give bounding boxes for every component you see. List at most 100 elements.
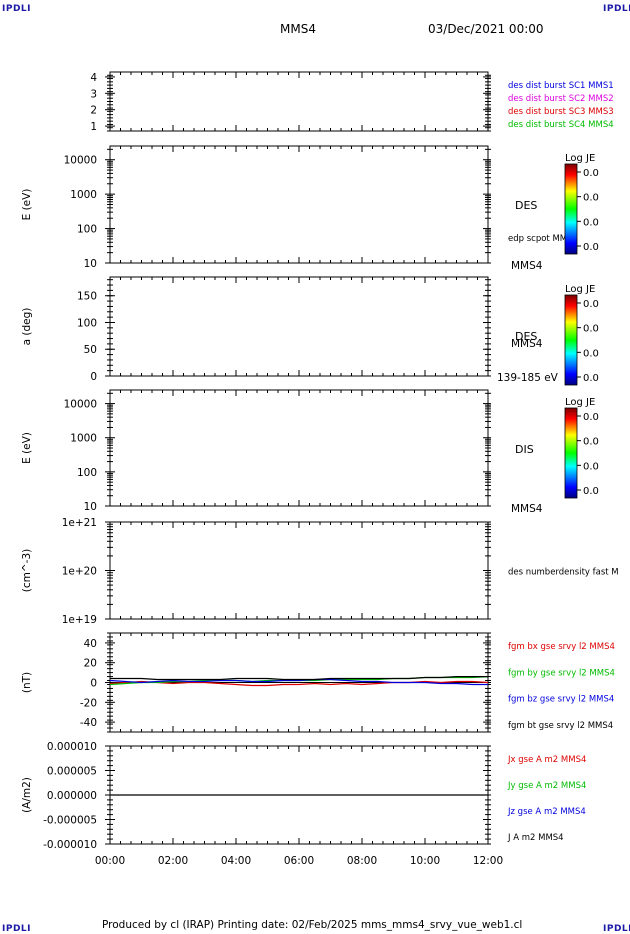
y-tick-label: 0	[90, 678, 97, 690]
colorbar-tick-label: 0.0	[583, 168, 599, 179]
legend-entry: des dist burst SC3 MMS3	[508, 107, 614, 117]
y-tick-label: 20	[84, 658, 97, 670]
legend-entry: fgm bx gse srvy l2 MMS4	[508, 642, 615, 652]
y-tick-label: 1e+21	[62, 517, 97, 529]
y-tick-label: 100	[77, 224, 97, 236]
range-label: 139-185 eV	[497, 372, 559, 384]
panel-sub-annotation: MMS4	[511, 503, 543, 515]
y-tick-label: 40	[84, 638, 97, 650]
corner-label-tr: IPDLI	[603, 4, 630, 14]
legend-entry: Jy gse A m2 MMS4	[507, 781, 586, 791]
panel-current: -0.000010 -0.000005 0.000000 0.000005 0.0000…	[21, 741, 586, 867]
colorbar-tick-label: 0.0	[583, 348, 599, 359]
y-tick-label: 100	[77, 317, 97, 329]
y-axis-label: (nT)	[21, 672, 33, 693]
corner-label-bl: IPDLI	[2, 924, 31, 934]
legend-entry: Jx gse A m2 MMS4	[507, 755, 586, 765]
panel-frame	[109, 276, 489, 377]
y-tick-label: 10	[84, 501, 97, 513]
y-tick-label: 50	[84, 344, 97, 356]
colorbar-tick-label: 0.0	[583, 412, 599, 423]
panel-frame	[109, 145, 489, 264]
time-tick-label: 00:00	[95, 855, 125, 867]
y-axis-label: (A/m2)	[21, 777, 33, 813]
y-tick-label: 150	[77, 291, 97, 303]
y-tick-label: 0.000005	[47, 766, 97, 778]
overlay-label: edp scpot MMS4	[508, 234, 578, 244]
y-tick-label: 10000	[64, 399, 97, 411]
time-tick-label: 02:00	[158, 855, 188, 867]
series-line	[110, 675, 488, 681]
y-tick-label: -40	[80, 717, 97, 729]
colorbar-tick-label: 0.0	[583, 217, 599, 228]
y-tick-label: 10	[84, 258, 97, 270]
colorbar-tick-label: 0.0	[583, 486, 599, 497]
colorbar-tick-label: 0.0	[583, 193, 599, 204]
colorbar-tick-label: 0.0	[583, 461, 599, 472]
legend-entry: fgm by gse srvy l2 MMS4	[508, 668, 615, 678]
panel-frame	[109, 521, 489, 620]
y-tick-label: 1000	[70, 433, 97, 445]
y-axis-label: (cm^-3)	[21, 549, 33, 592]
colorbar	[564, 294, 578, 386]
panel-availability: 1 2 3 4 des dist burst SC1 MMS1 des dist burs…	[90, 71, 614, 133]
panel-annotation: DIS	[515, 443, 534, 456]
y-tick-label: 1e+19	[62, 614, 97, 626]
y-tick-label: 4	[90, 72, 97, 84]
legend-entry: des numberdensity fast M	[508, 568, 619, 578]
colorbar	[564, 407, 578, 499]
panel-sub-annotation: MMS4	[511, 260, 543, 272]
y-tick-label: 0	[90, 371, 97, 383]
y-tick-label: 3	[90, 88, 97, 100]
y-tick-label: 1	[90, 121, 97, 133]
legend-entry: Jz gse A m2 MMS4	[507, 807, 586, 817]
footer-credit: Produced by cl (IRAP) Printing date: 02/…	[102, 919, 523, 931]
y-tick-label: 1e+20	[62, 566, 97, 578]
plot-date: 03/Dec/2021 00:00	[428, 22, 544, 36]
panel-frame	[109, 71, 489, 132]
colorbar	[564, 163, 578, 255]
y-tick-label: 2	[90, 105, 97, 117]
y-tick-label: -20	[80, 697, 97, 709]
panel-frame	[109, 389, 489, 507]
y-tick-label: 1000	[70, 189, 97, 201]
time-tick-label: 10:00	[410, 855, 440, 867]
colorbar-tick-label: 0.0	[583, 242, 599, 253]
colorbar-title: Log JE	[565, 284, 595, 295]
panel-fgm: -40 -20 0 20 40 (nT) fgm bx gse srvy l2 MMS4 fg…	[21, 632, 615, 733]
legend-entry: J A m2 MMS4	[507, 833, 564, 843]
colorbar-tick-label: 0.0	[583, 373, 599, 384]
y-tick-label: -0.000005	[43, 815, 97, 827]
panel-dis-energy: 10 100 1000 10000 E (eV) DIS MMS4 Log JE 0.0 0.0 0…	[21, 389, 599, 515]
legend-entry: des dist burst SC4 MMS4	[508, 120, 614, 130]
plot-title: MMS4	[280, 22, 316, 36]
legend-entry: fgm bz gse srvy l2 MMS4	[508, 695, 614, 705]
y-tick-label: 10000	[64, 155, 97, 167]
time-tick-label: 06:00	[284, 855, 314, 867]
colorbar-tick-label: 0.0	[583, 299, 599, 310]
time-tick-label: 12:00	[473, 855, 503, 867]
colorbar-tick-label: 0.0	[583, 324, 599, 335]
panel-sub-annotation: MMS4	[511, 338, 543, 350]
corner-label-tl: IPDLI	[2, 4, 31, 14]
legend-entry: des dist burst SC1 MMS1	[508, 81, 614, 91]
time-tick-label: 08:00	[347, 855, 377, 867]
series-line	[109, 678, 488, 686]
panel-annotation: DES	[515, 199, 537, 212]
y-tick-label: -0.000010	[43, 839, 97, 851]
series-line	[109, 680, 489, 687]
y-axis-label: E (eV)	[21, 189, 33, 221]
y-tick-label: 0.000010	[47, 741, 97, 753]
panel-density: 1e+19 1e+20 1e+21 (cm^-3) des numberdensity …	[21, 517, 619, 626]
colorbar-tick-label: 0.0	[583, 437, 599, 448]
legend-entry: des dist burst SC2 MMS2	[508, 94, 614, 104]
y-tick-label: 100	[77, 467, 97, 479]
panel-des-pitch: 0 50 100 150 a (deg) DES 139-185 eV MMS4 Log JE 0…	[21, 276, 599, 386]
panel-annotation: DES	[515, 330, 537, 343]
time-tick-label: 04:00	[221, 855, 251, 867]
panel-des-energy: 10 100 1000 10000 E (eV) DES edp scpot MMS4 MMS…	[21, 145, 599, 272]
y-axis-label: a (deg)	[21, 308, 33, 346]
legend-entry: fgm bt gse srvy l2 MMS4	[508, 721, 613, 731]
colorbar-title: Log JE	[565, 397, 595, 408]
